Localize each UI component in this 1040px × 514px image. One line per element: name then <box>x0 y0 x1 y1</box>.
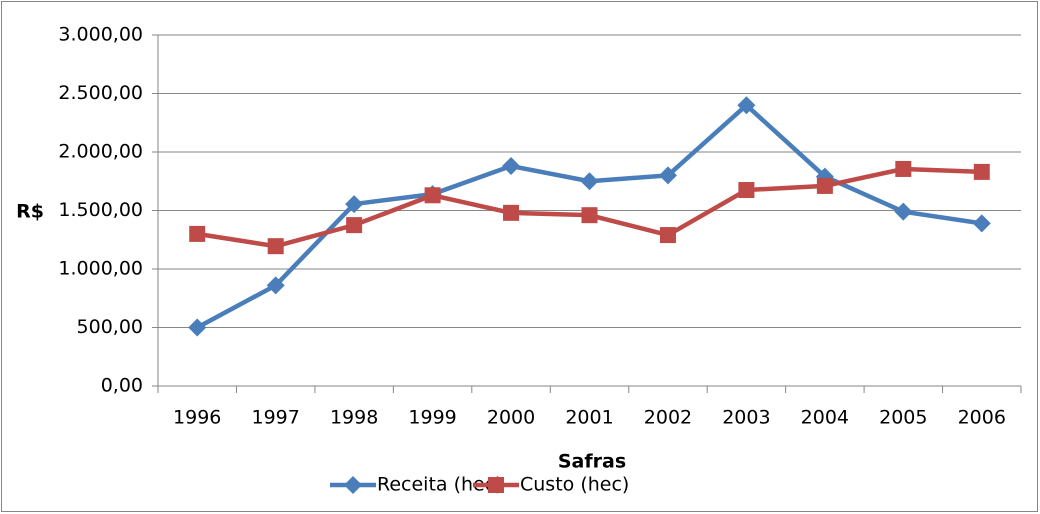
data-point <box>894 202 913 221</box>
data-point <box>503 204 520 221</box>
y-tick-label: 0,00 <box>101 375 143 397</box>
x-tick-label: 2001 <box>565 407 613 429</box>
x-tick-label: 1997 <box>252 407 300 429</box>
data-point <box>266 276 285 295</box>
legend-label: Receita (hec) <box>377 474 503 496</box>
y-tick-label: 1.500,00 <box>58 199 143 221</box>
x-tick-label: 2002 <box>644 407 692 429</box>
data-point <box>345 195 364 214</box>
y-tick-label: 2.000,00 <box>58 141 143 163</box>
y-tick-label: 3.000,00 <box>58 24 143 46</box>
data-point <box>658 166 677 185</box>
data-point <box>580 172 599 191</box>
data-point <box>346 217 363 234</box>
data-point <box>737 96 756 115</box>
data-point <box>659 227 676 244</box>
x-axis-label: Safras <box>558 451 626 473</box>
data-point <box>502 157 521 176</box>
data-point <box>895 160 912 177</box>
x-tick-label: 2000 <box>487 407 535 429</box>
x-tick-label: 2006 <box>958 407 1006 429</box>
x-tick-label: 1999 <box>408 407 456 429</box>
y-axis-label: R$ <box>16 201 44 223</box>
x-tick-label: 2005 <box>879 407 927 429</box>
x-tick-label: 2004 <box>801 407 849 429</box>
data-point <box>973 163 990 180</box>
x-tick-label: 1998 <box>330 407 378 429</box>
x-tick-label: 1996 <box>173 407 221 429</box>
data-point <box>581 207 598 224</box>
legend-label: Custo (hec) <box>520 474 629 496</box>
data-point <box>188 318 207 337</box>
data-point <box>738 182 755 199</box>
x-tick-label: 2003 <box>722 407 770 429</box>
y-tick-label: 500,00 <box>77 316 143 338</box>
y-tick-label: 2.500,00 <box>58 82 143 104</box>
data-point <box>267 238 284 255</box>
data-point <box>424 187 441 204</box>
data-point <box>972 214 991 233</box>
data-point <box>189 225 206 242</box>
legend-marker <box>344 476 362 494</box>
legend-marker <box>488 477 504 493</box>
data-point <box>816 177 833 194</box>
y-tick-label: 1.000,00 <box>58 258 143 280</box>
